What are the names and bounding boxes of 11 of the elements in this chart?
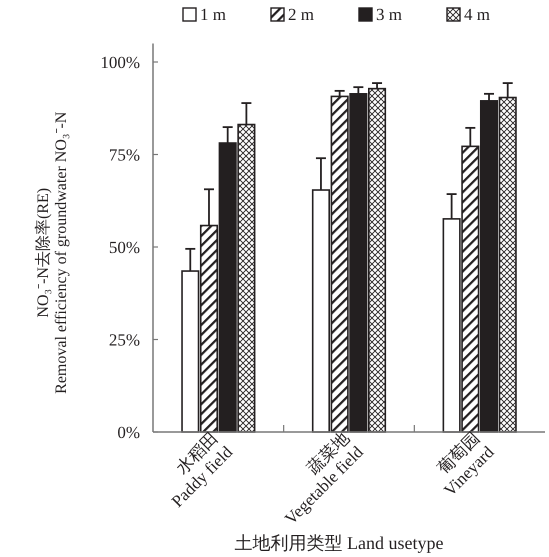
y-tick-label: 0%	[117, 422, 140, 442]
legend-label: 1 m	[200, 5, 226, 24]
y-tick-label: 25%	[108, 330, 140, 350]
y-tick-label: 100%	[100, 52, 140, 72]
x-axis-title: 土地利用类型 Land usetype	[234, 533, 444, 553]
legend-label: 3 m	[376, 5, 402, 24]
y-axis-title: NO₃⁻-N去除率(RE) Removal efficiency of groundwater NO₃⁻-N	[34, 111, 70, 394]
y-tick-label: 75%	[108, 145, 140, 164]
legend-label: 2 m	[288, 5, 314, 24]
legend-label: 4 m	[464, 5, 490, 24]
y-tick-label: 50%	[108, 238, 140, 257]
